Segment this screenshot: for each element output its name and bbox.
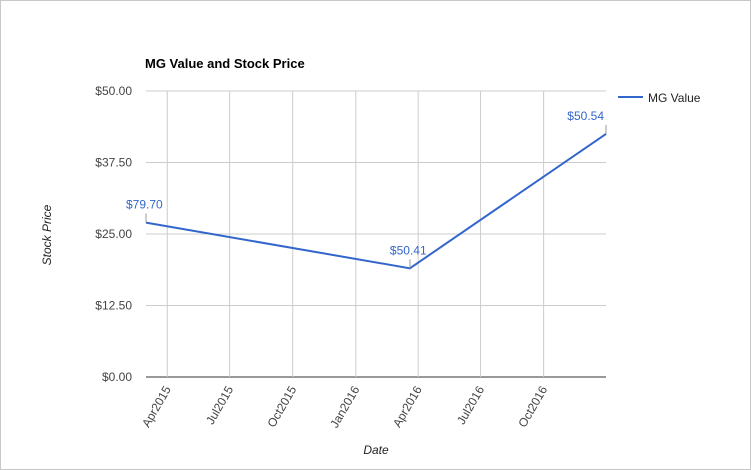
data-point[interactable] bbox=[408, 266, 412, 270]
data-point[interactable] bbox=[604, 132, 608, 136]
data-label: $79.70 bbox=[126, 198, 163, 212]
x-tick-label: Apr2016 bbox=[390, 383, 425, 430]
y-axis-ticks: $0.00 $12.50 $25.00 $37.50 $50.00 bbox=[95, 84, 132, 384]
x-axis-title: Date bbox=[363, 443, 389, 457]
y-tick-label: $37.50 bbox=[95, 156, 132, 170]
data-label: $50.54 bbox=[567, 109, 604, 123]
x-tick-label: Oct2015 bbox=[264, 383, 299, 430]
x-tick-label: Oct2016 bbox=[515, 383, 550, 430]
data-label: $50.41 bbox=[390, 243, 427, 257]
series-line-mg-value[interactable] bbox=[145, 133, 607, 270]
x-tick-label: Jan2016 bbox=[327, 383, 362, 430]
legend-label: MG Value bbox=[648, 91, 701, 105]
y-tick-label: $12.50 bbox=[95, 299, 132, 313]
data-point[interactable] bbox=[144, 221, 148, 225]
chart-title: MG Value and Stock Price bbox=[145, 56, 305, 71]
x-tick-label: Apr2015 bbox=[139, 383, 174, 430]
x-tick-label: Jul2016 bbox=[454, 383, 487, 427]
legend[interactable]: MG Value bbox=[618, 91, 701, 105]
series-layer: $79.70 $50.41 $50.54 bbox=[126, 109, 608, 270]
x-axis-ticks: Apr2015 Jul2015 Oct2015 Jan2016 Apr2016 Jul20… bbox=[139, 383, 550, 430]
grid-lines bbox=[146, 90, 606, 378]
y-axis-title: Stock Price bbox=[40, 204, 54, 265]
y-tick-label: $0.00 bbox=[102, 370, 132, 384]
y-tick-label: $25.00 bbox=[95, 227, 132, 241]
y-tick-label: $50.00 bbox=[95, 84, 132, 98]
x-tick-label: Jul2015 bbox=[203, 383, 236, 427]
